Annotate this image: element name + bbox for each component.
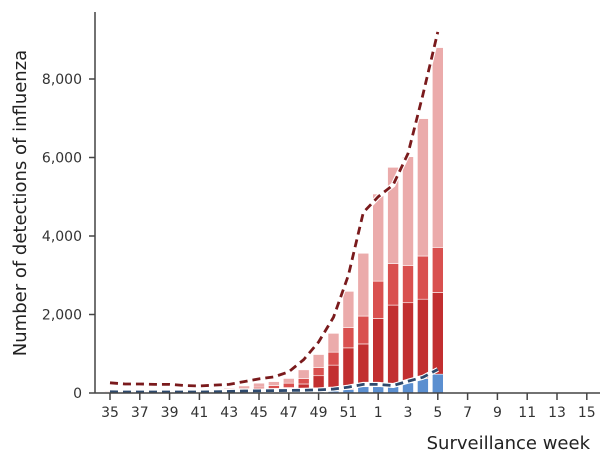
- bar-segment-week-46-series-4: [268, 381, 280, 386]
- bar-segment-week-3-series-3: [402, 265, 414, 304]
- bar-segment-week-44-series-4: [238, 385, 250, 389]
- bar-segment-week-5-series-4: [431, 47, 444, 248]
- y-tick-label: 0: [73, 386, 82, 402]
- bar-segment-week-1-series-1: [372, 386, 385, 394]
- bar-segment-week-1-series-4: [372, 193, 385, 282]
- bar-segment-week-2-series-3: [387, 263, 399, 306]
- x-tick-label: 51: [339, 405, 357, 421]
- bar-segment-week-4-series-2: [417, 298, 429, 379]
- trend-line-2: [109, 368, 439, 394]
- x-tick-label: 39: [161, 405, 179, 421]
- axes: [94, 12, 600, 394]
- bar-segment-week-2-series-2: [387, 304, 399, 388]
- bar-segment-week-2-series-4: [387, 167, 399, 264]
- bar-segment-week-1-series-3: [372, 280, 385, 319]
- x-tick-label: 11: [518, 405, 536, 421]
- bar-segment-week-5-series-3: [431, 247, 444, 293]
- bar-segment-week-4-series-4: [417, 118, 429, 257]
- x-tick-label: 3: [404, 405, 413, 421]
- y-tick-label: 6,000: [42, 151, 82, 167]
- bar-segment-week-47-series-4: [282, 378, 295, 384]
- bar-segment-week-49-series-3: [312, 367, 325, 377]
- trend-line-1: [109, 31, 440, 388]
- x-tick-label: 43: [220, 405, 238, 421]
- bar-segment-week-52-series-2: [357, 343, 370, 388]
- x-tick-label: 5: [433, 405, 442, 421]
- x-tick-label: 45: [250, 405, 268, 421]
- bar-segment-week-5-series-2: [431, 292, 444, 375]
- bar-segment-week-49-series-4: [312, 354, 325, 368]
- x-tick-label: 1: [374, 405, 383, 421]
- x-tick-label: 13: [548, 405, 566, 421]
- x-tick-label: 35: [101, 405, 119, 421]
- bar-segment-week-52-series-3: [357, 315, 370, 345]
- x-tick-label: 47: [280, 405, 298, 421]
- bar-segment-week-51-series-3: [342, 327, 355, 349]
- x-tick-label: 7: [463, 405, 472, 421]
- bar-segment-week-52-series-1: [357, 386, 370, 394]
- bar-segment-week-45-series-4: [253, 382, 265, 388]
- x-tick-label: 9: [493, 405, 502, 421]
- bars-layer: [104, 47, 444, 394]
- x-ticks: 35 37 39 41 43 45 47 49 51 1 3 5 7 9 11 13 15: [101, 393, 596, 421]
- bar-segment-week-48-series-3: [297, 378, 310, 385]
- y-ticks: 0 2,000 4,000 6,000 8,000: [42, 72, 95, 402]
- bar-segment-week-1-series-2: [372, 318, 385, 388]
- x-axis-label: Surveillance week: [427, 433, 591, 454]
- x-tick-label: 49: [310, 405, 328, 421]
- x-tick-label: 41: [190, 405, 208, 421]
- lines-layer: [109, 31, 441, 395]
- bar-segment-week-47-series-3: [282, 382, 295, 388]
- x-tick-label: 15: [578, 405, 596, 421]
- bar-segment-week-3-series-2: [402, 302, 414, 384]
- y-tick-label: 8,000: [42, 72, 82, 88]
- bar-segment-week-52-series-4: [357, 252, 370, 317]
- bar-segment-week-3-series-4: [402, 156, 414, 266]
- bar-segment-week-51-series-2: [342, 347, 355, 390]
- bar-segment-week-5-series-1: [431, 373, 444, 394]
- bar-segment-week-50-series-3: [327, 351, 340, 366]
- x-tick-label: 37: [131, 405, 149, 421]
- y-tick-label: 4,000: [42, 229, 82, 245]
- y-tick-label: 2,000: [42, 308, 82, 324]
- bar-segment-week-48-series-4: [297, 369, 310, 379]
- bar-segment-week-50-series-4: [327, 333, 340, 353]
- bar-segment-week-51-series-4: [342, 291, 355, 328]
- bar-segment-week-4-series-3: [417, 255, 429, 300]
- y-axis-label: Number of detections of influenza: [10, 50, 31, 356]
